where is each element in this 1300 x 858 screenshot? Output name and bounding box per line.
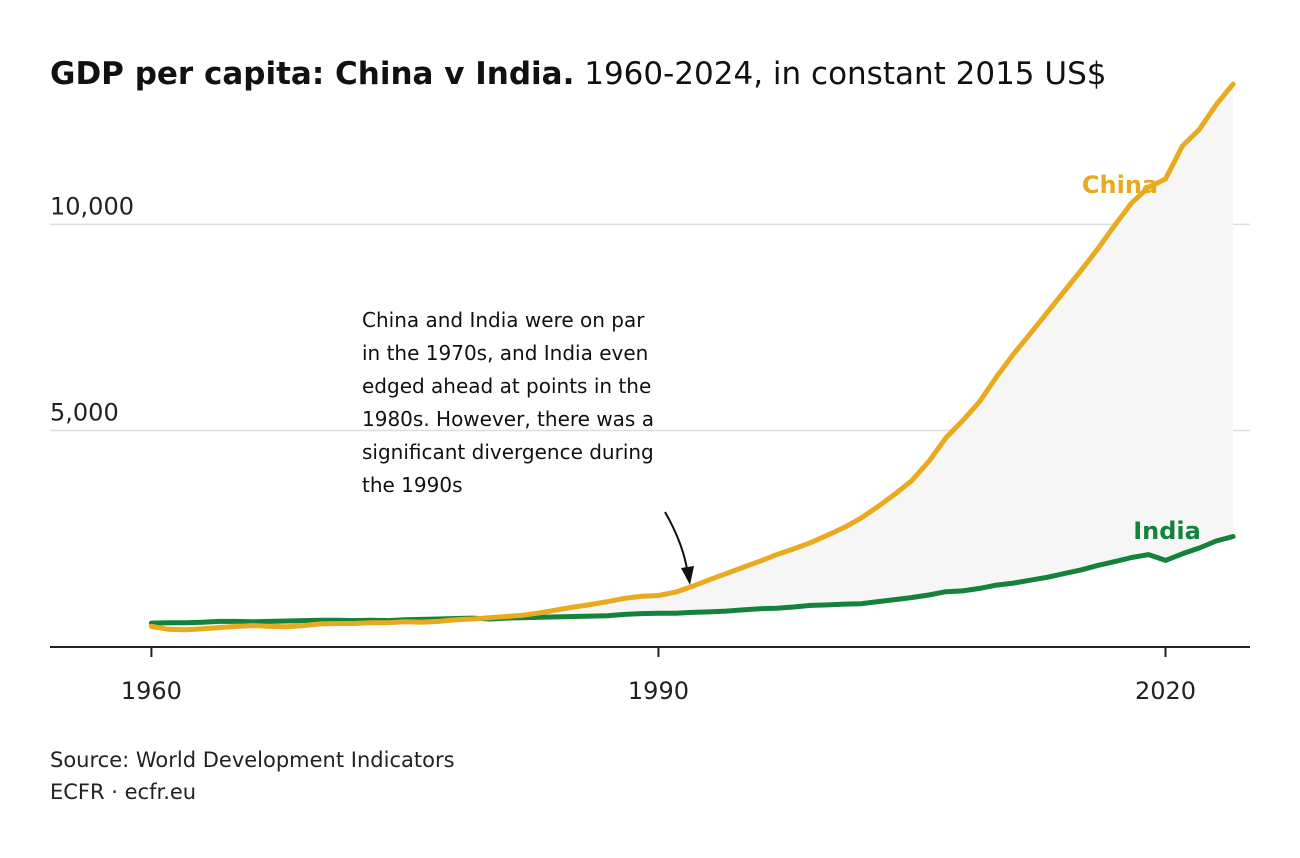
credit-note: ECFR · ecfr.eu xyxy=(50,780,197,804)
y-tick-label-10000: 10,000 xyxy=(50,192,134,220)
chart-title-bold: GDP per capita: China v India. xyxy=(50,56,575,92)
annotation-line-4: 1980s. However, there was a xyxy=(362,407,654,431)
chart-subtitle: 1960-2024, in constant 2015 US$ xyxy=(574,56,1107,92)
annotation-line-6: the 1990s xyxy=(362,473,463,497)
chart-title: GDP per capita: China v India. 1960-2024… xyxy=(50,56,1106,92)
source-note: Source: World Development Indicators xyxy=(50,748,455,772)
series-labels: China India xyxy=(1082,171,1201,545)
series-label-india: India xyxy=(1133,517,1201,545)
series-line-china xyxy=(148,81,1236,633)
footer: Source: World Development Indicators ECF… xyxy=(50,744,455,808)
annotation: China and India were on par in the 1970s… xyxy=(362,308,694,585)
series-lines xyxy=(148,81,1236,633)
x-axis: 1960 1990 2020 xyxy=(50,646,1250,705)
series-label-china: China xyxy=(1082,171,1158,199)
annotation-arrowhead xyxy=(681,566,694,585)
annotation-line-3: edged ahead at points in the xyxy=(362,374,651,398)
gap-area xyxy=(151,84,1234,630)
x-tick-label-1990: 1990 xyxy=(628,677,689,705)
annotation-line-1: China and India were on par xyxy=(362,308,645,332)
series-line-india xyxy=(148,534,1236,626)
annotation-line-5: significant divergence during xyxy=(362,440,654,464)
annotation-arrow-line xyxy=(664,511,689,576)
grid-lines: 5,000 10,000 xyxy=(50,192,1250,432)
x-tick-label-2020: 2020 xyxy=(1135,677,1196,705)
x-tick-label-1960: 1960 xyxy=(121,677,182,705)
y-tick-label-5000: 5,000 xyxy=(50,399,119,427)
annotation-line-2: in the 1970s, and India even xyxy=(362,341,648,365)
